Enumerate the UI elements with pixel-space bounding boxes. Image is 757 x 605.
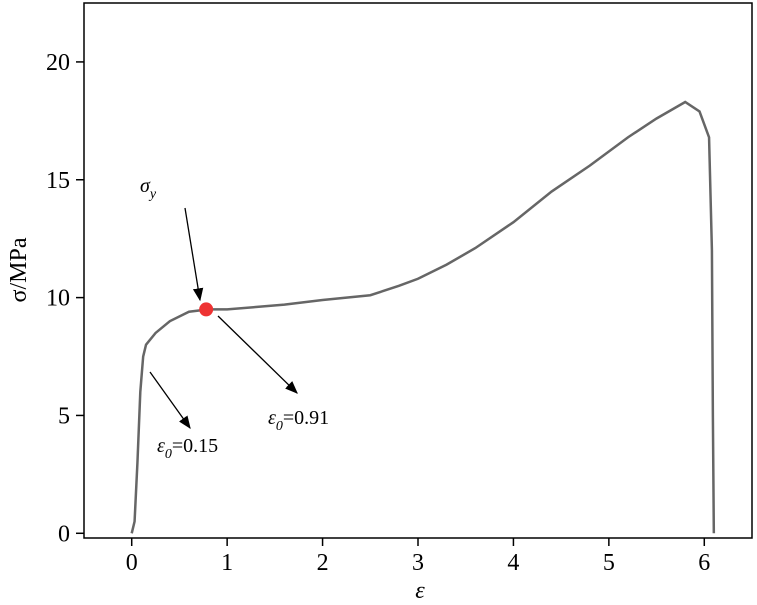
y-tick-label: 0	[58, 521, 70, 547]
plot-frame	[83, 2, 753, 539]
annotation-subscript: 0	[165, 447, 172, 462]
y-tick-label: 15	[46, 168, 70, 194]
x-tick-label: 6	[698, 550, 710, 576]
annotation: σy	[140, 175, 157, 202]
data-line	[130, 100, 716, 534]
x-tick-label: 4	[507, 550, 519, 576]
yield-point	[199, 302, 214, 317]
annotation-symbol: ε	[268, 407, 276, 429]
y-tick-label: 10	[46, 286, 70, 312]
y-tick-label: 20	[46, 50, 70, 76]
annotation-subscript: 0	[276, 419, 283, 434]
annotation: ε0=0.15	[157, 435, 218, 462]
annotation-value: =0.15	[172, 435, 218, 457]
arrow	[184, 207, 204, 302]
annotation-value: =0.91	[283, 407, 329, 429]
annotation-subscript: y	[148, 187, 157, 202]
y-tick-label: 5	[58, 403, 70, 429]
annotation-symbol: ε	[157, 435, 165, 457]
x-tick-label: 5	[603, 550, 615, 576]
arrow	[149, 371, 191, 430]
annotation: ε0=0.91	[268, 407, 329, 434]
x-tick-label: 2	[317, 550, 329, 576]
y-axis-label: σ/MPa	[6, 237, 32, 302]
x-tick-label: 0	[126, 550, 138, 576]
annotation-symbol: σ	[140, 175, 151, 197]
x-axis-label: ε	[415, 578, 425, 604]
x-tick-label: 1	[221, 550, 233, 576]
x-tick-label: 3	[412, 550, 424, 576]
arrow	[217, 315, 298, 394]
